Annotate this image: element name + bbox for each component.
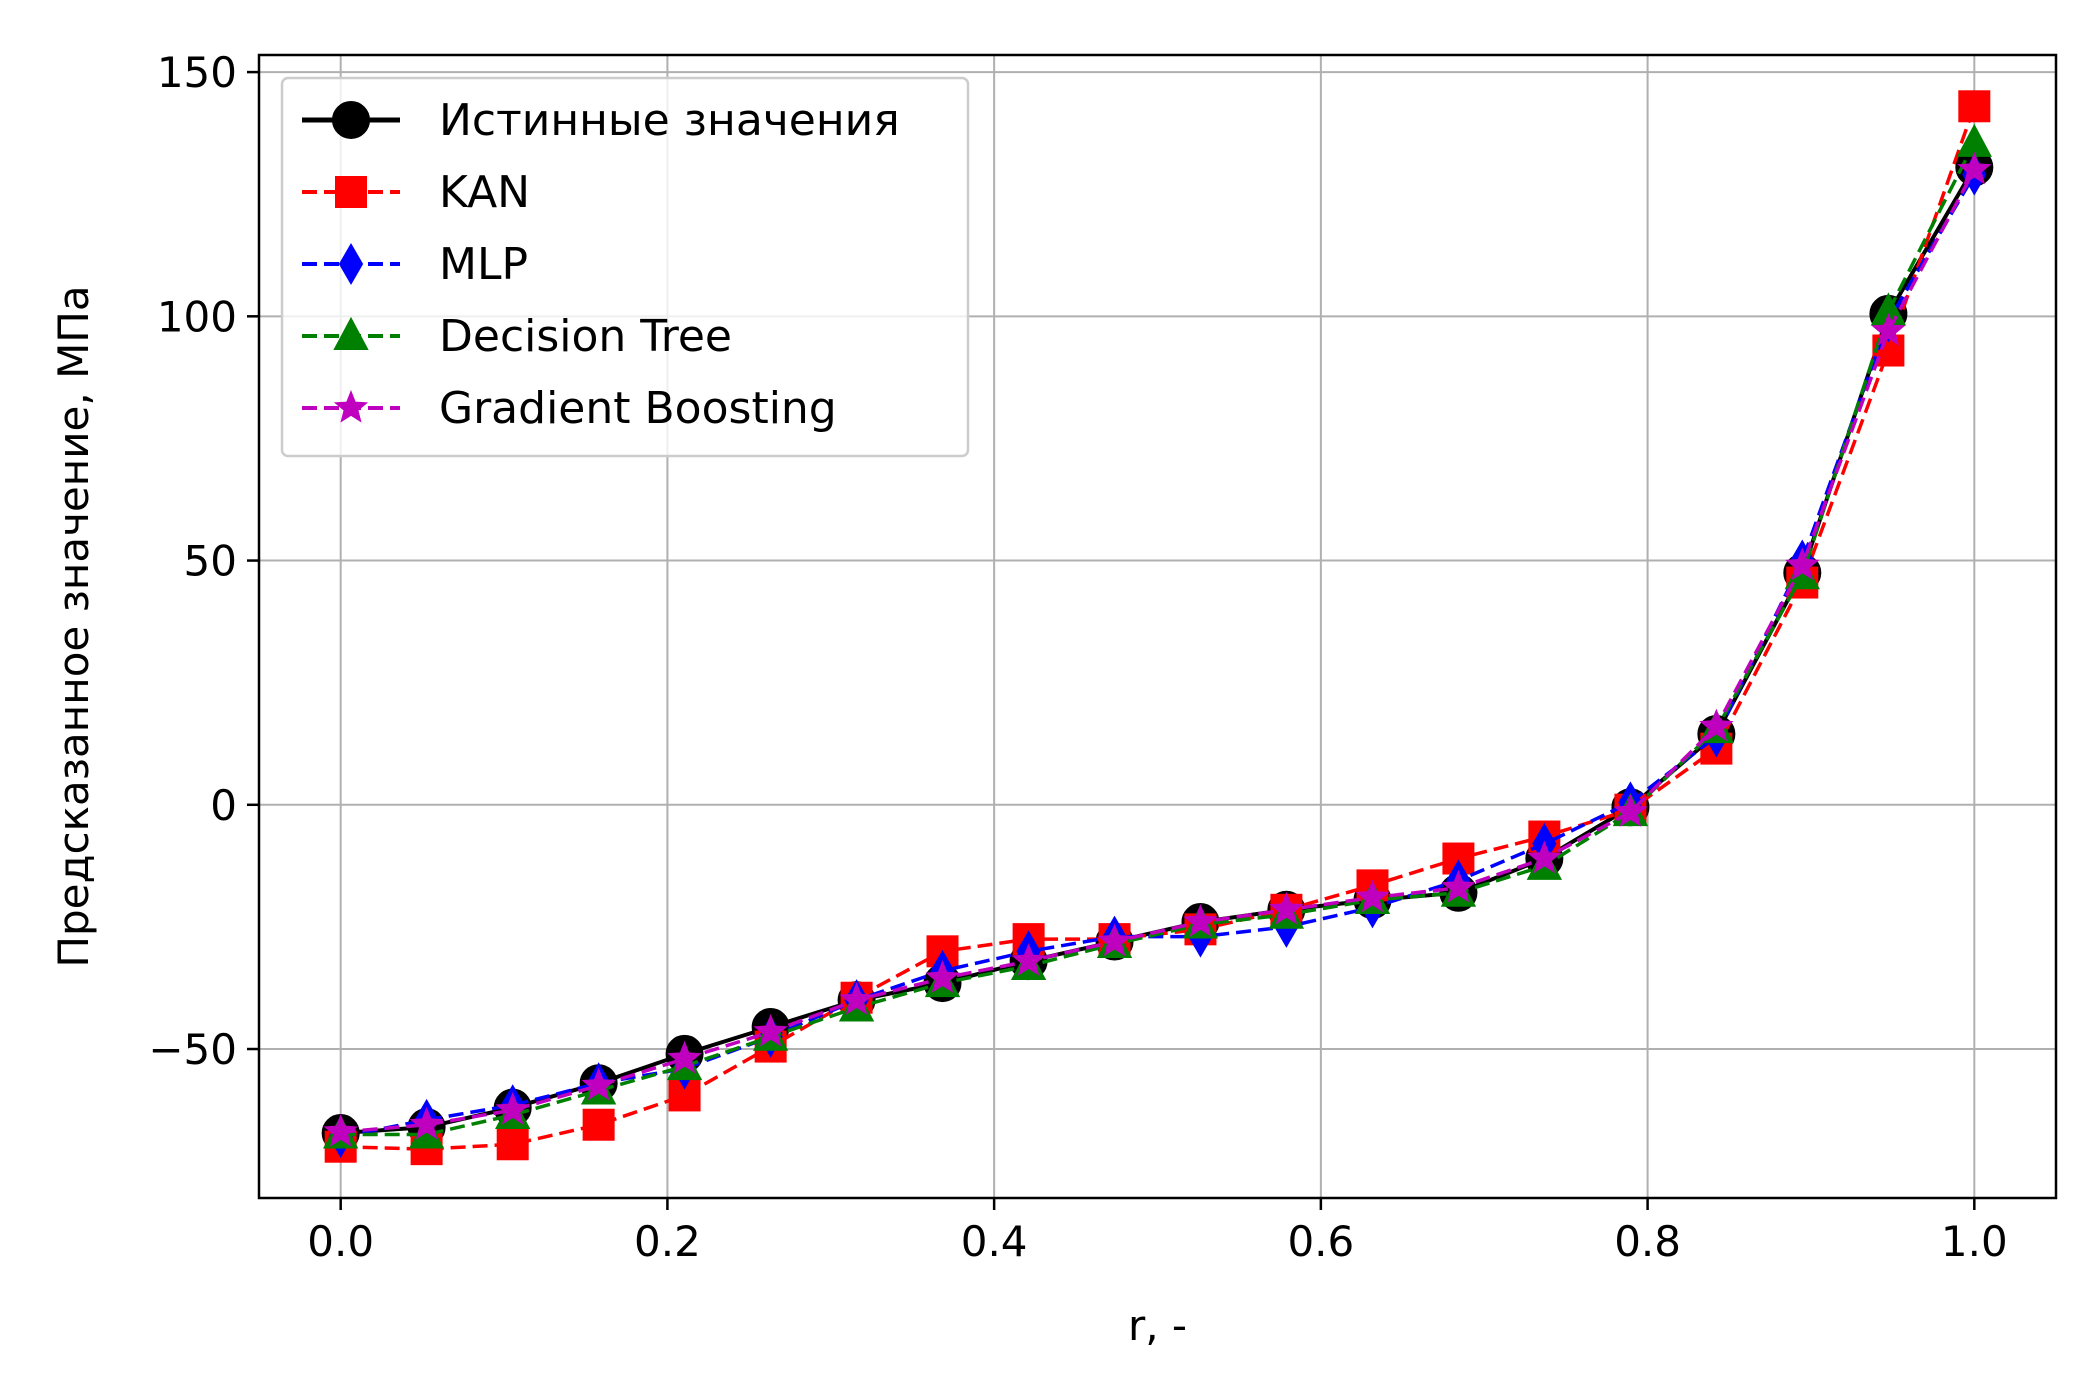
data-point xyxy=(1183,903,1218,937)
y-tick-label: 50 xyxy=(184,537,237,586)
data-point xyxy=(495,1092,530,1125)
series-4 xyxy=(323,151,1992,1147)
x-tick-label: 0.2 xyxy=(634,1217,701,1266)
y-tick-label: 150 xyxy=(157,48,237,97)
legend-label: Decision Tree xyxy=(439,311,732,362)
legend-label: Gradient Boosting xyxy=(439,383,837,434)
y-axis-label: Предсказанное значение, МПа xyxy=(49,285,98,967)
legend-label: KAN xyxy=(439,167,530,218)
x-tick-label: 0.0 xyxy=(307,1217,374,1266)
x-tick-label: 0.4 xyxy=(961,1217,1028,1266)
data-point xyxy=(335,176,367,208)
data-point xyxy=(667,1040,702,1074)
grid-lines xyxy=(259,55,2056,1198)
plot-series xyxy=(321,90,1994,1166)
data-point xyxy=(1699,708,1734,742)
x-tick-label: 0.6 xyxy=(1287,1217,1354,1266)
data-point xyxy=(1355,879,1390,913)
x-tick-label: 1.0 xyxy=(1941,1217,2008,1266)
y-tick-label: 100 xyxy=(157,292,237,341)
data-point xyxy=(582,1108,615,1141)
data-point xyxy=(323,1114,358,1147)
data-point xyxy=(925,960,960,993)
data-point xyxy=(1958,90,1991,123)
legend-box xyxy=(280,76,970,458)
data-point xyxy=(1871,312,1906,346)
data-point xyxy=(333,389,369,423)
data-point xyxy=(1785,547,1820,581)
data-point xyxy=(1441,869,1476,903)
data-point xyxy=(1957,151,1992,185)
data-point xyxy=(1097,923,1132,957)
legend-label: Истинные значения xyxy=(439,95,900,146)
data-point xyxy=(581,1067,616,1101)
data-point xyxy=(839,982,874,1015)
data-point xyxy=(1527,840,1562,874)
data-point xyxy=(332,101,370,139)
plot-frame xyxy=(257,53,2058,1200)
data-point xyxy=(1011,943,1046,976)
data-point xyxy=(753,1013,788,1047)
axis-ticks: 0.0 0.2 0.4 0.6 0.8 1.0 −50 0 50 100 150 xyxy=(148,48,2007,1266)
y-tick-label: 0 xyxy=(210,781,237,830)
data-point xyxy=(409,1106,444,1140)
data-point xyxy=(1613,794,1648,827)
data-point xyxy=(496,1128,529,1161)
legend-label: MLP xyxy=(439,239,528,290)
x-axis-label: r, - xyxy=(1128,1301,1187,1350)
legend: Истинные значения KAN MLP Decision Tree Grad… xyxy=(280,76,970,458)
y-tick-label: −50 xyxy=(148,1025,237,1074)
x-tick-label: 0.8 xyxy=(1614,1217,1681,1266)
data-point xyxy=(333,316,369,350)
data-point xyxy=(1269,891,1304,925)
data-point xyxy=(338,243,364,285)
